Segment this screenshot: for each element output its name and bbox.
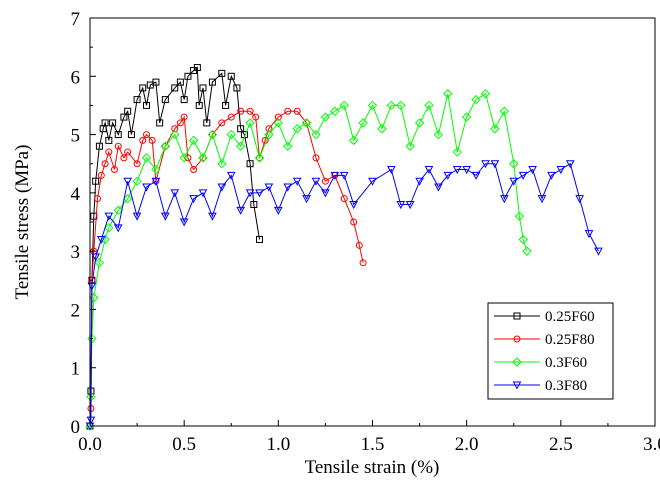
series-0-25f80 [87,108,366,429]
y-tick-label: 0 [71,417,81,438]
x-tick-label: 2.0 [455,434,479,455]
series-0-25f60 [87,65,263,429]
x-tick-label: 1.0 [266,434,290,455]
y-tick-label: 5 [71,126,81,147]
x-tick-label: 0.0 [78,434,102,455]
y-axis-title: Tensile stress (MPa) [12,145,33,300]
series-line-0-3f60 [90,94,527,426]
x-axis-title: Tensile strain (%) [305,457,440,478]
data-point [523,247,531,255]
y-tick-label: 2 [71,300,81,321]
series-0-3f60 [86,90,531,430]
x-tick-label: 1.5 [361,434,385,455]
legend-label: 0.3F60 [545,355,587,371]
x-tick-label: 0.5 [172,434,196,455]
series-line-0-25f80 [90,111,363,426]
x-tick-label: 3.0 [643,434,660,455]
legend-label: 0.25F60 [545,309,595,325]
y-tick-label: 6 [71,67,81,88]
y-tick-label: 4 [71,184,81,205]
legend-label: 0.3F80 [545,378,587,394]
y-tick-label: 3 [71,242,81,263]
x-tick-label: 2.5 [549,434,573,455]
y-tick-label: 1 [71,359,81,380]
legend: 0.25F60 0.25F80 0.3F60 0.3F80 [488,303,613,399]
legend-label: 0.25F80 [545,332,595,348]
y-tick-label: 7 [71,9,81,30]
data-point [595,248,602,255]
